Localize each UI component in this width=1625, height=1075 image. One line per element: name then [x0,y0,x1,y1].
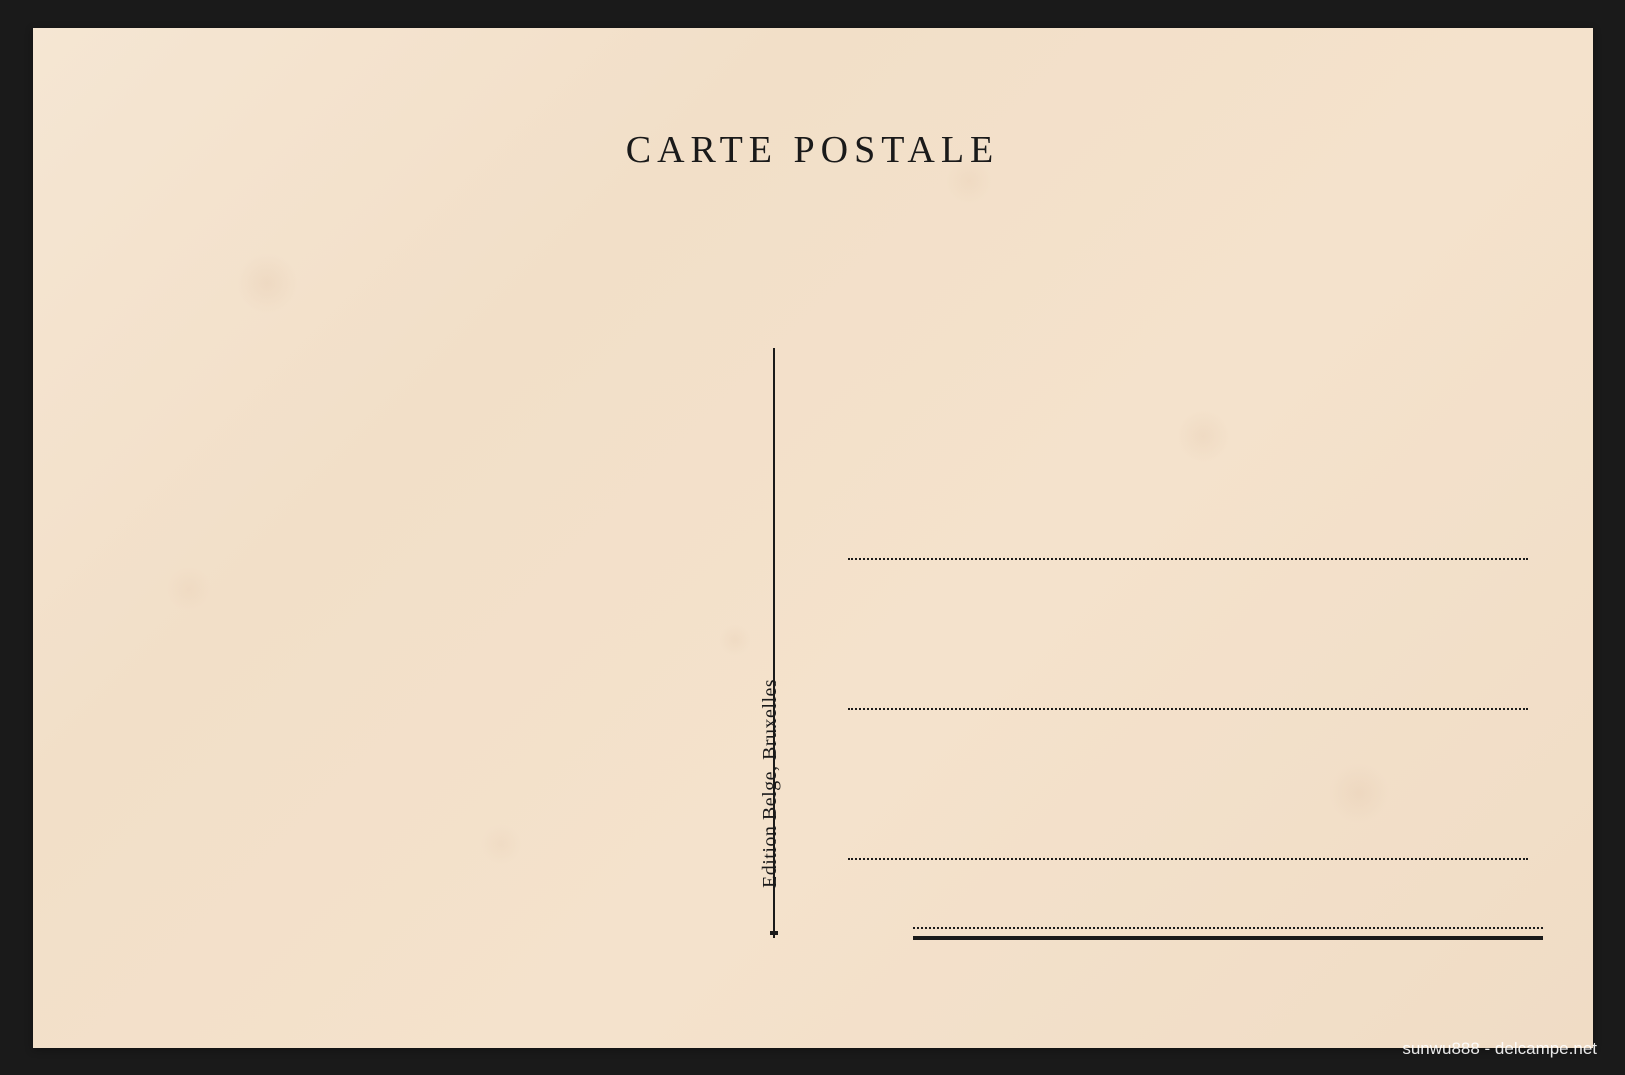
center-divider-bottom-tick [770,931,778,935]
address-line-4-solid [913,936,1543,940]
address-line-2 [848,708,1528,710]
postcard-title: CARTE POSTALE [626,128,1000,172]
address-line-4-dotted [913,927,1543,929]
address-line-3 [848,858,1528,860]
address-line-1 [848,558,1528,560]
publisher-imprint: Edition Belge, Bruxelles [759,678,782,887]
postcard-back: CARTE POSTALE Edition Belge, Bruxelles [33,28,1593,1048]
